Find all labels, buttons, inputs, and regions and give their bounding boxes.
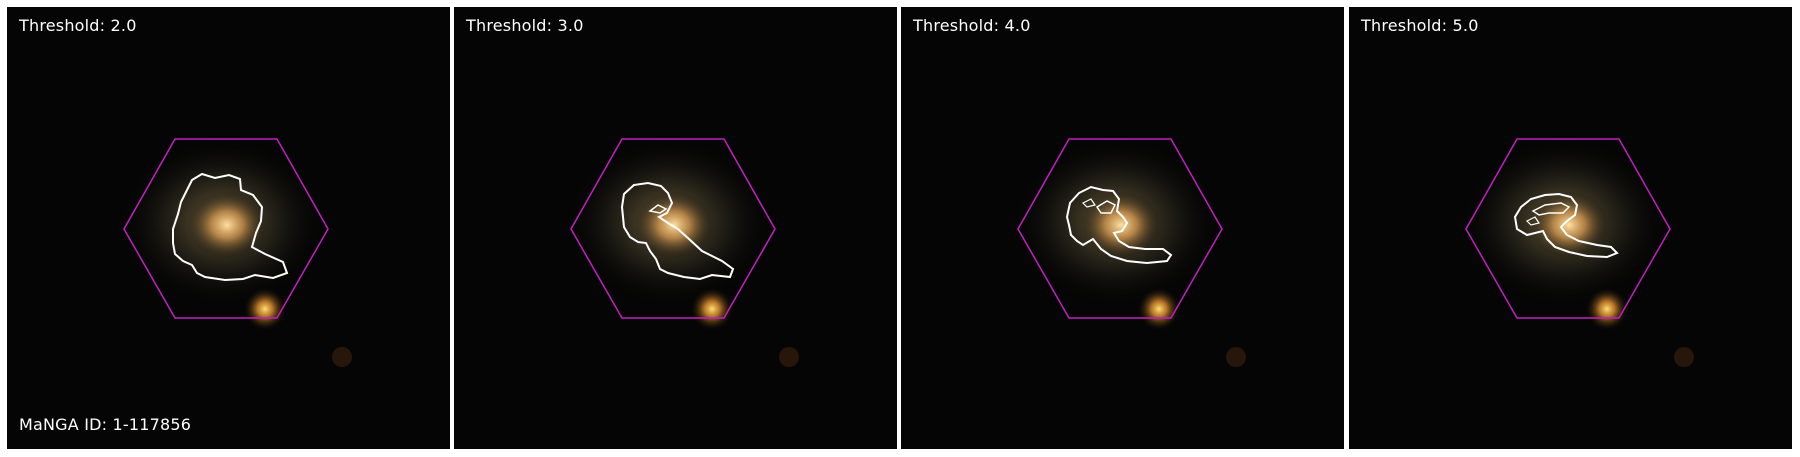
faint-source <box>779 347 799 367</box>
galaxy-core <box>187 191 267 259</box>
galaxy-image <box>564 137 799 367</box>
galaxy-image <box>1459 137 1694 367</box>
galaxy-image <box>1011 137 1246 367</box>
contour-icon <box>620 181 735 281</box>
foreground-star <box>690 287 734 331</box>
contour-icon <box>1065 185 1173 265</box>
contour-icon <box>1513 192 1619 259</box>
foreground-star <box>1137 287 1181 331</box>
manga-id-label: MaNGA ID: 1-117856 <box>19 415 192 434</box>
contour-icon <box>1525 216 1540 226</box>
panel-threshold-4: Threshold: 4.0 <box>901 7 1344 449</box>
galaxy-core <box>1529 191 1609 259</box>
panel-threshold-2: Threshold: 2.0 MaNGA ID: 1-117856 <box>7 7 450 449</box>
hexagon-icon <box>1017 138 1223 319</box>
contour-icon <box>1095 200 1117 214</box>
contour-icon <box>648 204 668 214</box>
faint-source <box>1674 347 1694 367</box>
threshold-label: Threshold: 5.0 <box>1361 16 1479 35</box>
hexagon-icon <box>1465 138 1671 319</box>
galaxy-core <box>1081 191 1161 259</box>
hexagon-icon <box>570 138 776 319</box>
galaxy-core <box>634 191 714 259</box>
threshold-label: Threshold: 3.0 <box>466 16 584 35</box>
hexagon-icon <box>123 138 329 319</box>
contour-icon <box>1531 202 1571 216</box>
galaxy-image <box>117 137 352 367</box>
panel-threshold-3: Threshold: 3.0 <box>454 7 897 449</box>
foreground-star <box>1585 287 1629 331</box>
panel-threshold-5: Threshold: 5.0 <box>1349 7 1792 449</box>
contour-icon <box>1081 198 1096 208</box>
faint-source <box>332 347 352 367</box>
threshold-label: Threshold: 2.0 <box>19 16 137 35</box>
faint-source <box>1226 347 1246 367</box>
threshold-label: Threshold: 4.0 <box>913 16 1031 35</box>
contour-icon <box>172 172 289 282</box>
foreground-star <box>243 287 287 331</box>
